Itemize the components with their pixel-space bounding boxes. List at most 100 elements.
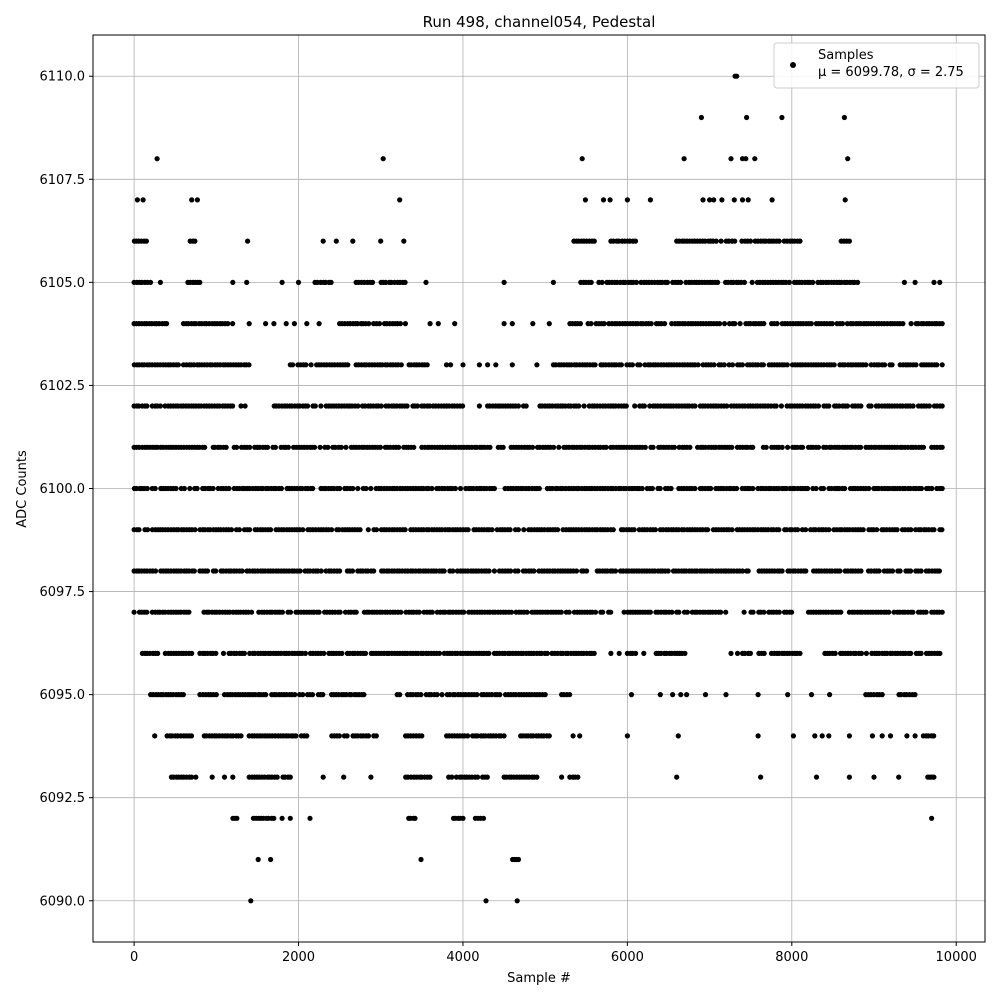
data-point (476, 403, 482, 409)
data-point (489, 527, 495, 533)
data-point (509, 362, 515, 368)
data-point (333, 238, 339, 244)
data-point (729, 444, 735, 450)
data-point (908, 650, 914, 657)
data-point (711, 197, 717, 203)
data-point (632, 238, 639, 244)
data-point (542, 692, 548, 698)
data-point (274, 774, 280, 780)
data-point (732, 238, 738, 244)
data-point (800, 444, 806, 450)
data-point (230, 774, 236, 780)
data-point (737, 321, 743, 327)
data-point (923, 609, 929, 615)
data-point (187, 485, 193, 492)
data-point (567, 692, 573, 698)
data-point (858, 403, 864, 409)
data-point (297, 568, 303, 574)
data-point (285, 444, 291, 450)
data-point (901, 279, 908, 285)
data-point (846, 733, 853, 739)
data-point (279, 279, 285, 285)
data-point (305, 403, 311, 409)
data-point (874, 527, 880, 533)
data-point (684, 609, 691, 615)
data-point (474, 692, 480, 698)
data-point (577, 733, 583, 739)
data-point (624, 733, 631, 739)
data-point (396, 444, 402, 450)
data-point (338, 444, 344, 450)
data-point (936, 568, 943, 574)
data-point (671, 444, 678, 450)
data-point (147, 279, 154, 285)
data-point (247, 527, 253, 533)
data-point (448, 362, 454, 368)
data-point (536, 485, 542, 492)
data-point (692, 485, 698, 492)
data-point (939, 321, 945, 327)
data-point (761, 650, 767, 657)
data-point (750, 444, 756, 450)
data-point (312, 444, 318, 450)
data-point (418, 856, 424, 863)
data-point (475, 774, 481, 780)
data-point (318, 568, 324, 574)
data-point (402, 527, 408, 533)
data-point (244, 279, 250, 285)
data-point (724, 403, 730, 409)
data-point (376, 321, 383, 327)
data-point (551, 444, 557, 450)
data-point (355, 403, 361, 409)
data-point (508, 609, 514, 615)
data-point (345, 362, 351, 368)
data-point (378, 403, 384, 409)
data-point (341, 774, 347, 780)
data-point (487, 444, 493, 450)
data-point (460, 815, 466, 821)
data-point (245, 238, 251, 244)
data-point (501, 279, 507, 285)
data-point (729, 362, 736, 368)
data-point (715, 279, 721, 285)
data-point (939, 485, 945, 492)
data-point (239, 568, 245, 574)
data-point (145, 527, 151, 533)
data-point (795, 527, 801, 533)
data-point (608, 609, 614, 615)
data-point (912, 692, 918, 698)
data-point (336, 733, 342, 739)
data-point (939, 362, 945, 368)
data-point (621, 609, 627, 615)
data-point (871, 774, 877, 780)
data-point (248, 898, 254, 904)
data-point (349, 568, 356, 574)
data-point (721, 321, 728, 327)
data-point (761, 609, 767, 615)
data-point (377, 444, 383, 450)
data-point (837, 568, 843, 574)
data-point (221, 774, 228, 780)
data-point (779, 114, 785, 121)
data-point (369, 279, 376, 285)
data-point (303, 362, 309, 368)
data-point (741, 279, 748, 285)
data-point (287, 609, 294, 615)
data-point (719, 197, 725, 203)
data-point (271, 815, 277, 821)
data-point (154, 156, 160, 162)
x-axis-label: Sample # (507, 971, 571, 986)
data-point (368, 774, 374, 780)
data-point (429, 485, 435, 492)
data-point (491, 485, 497, 492)
data-point (826, 527, 832, 533)
data-point (579, 156, 585, 162)
data-point (839, 321, 846, 327)
data-point (500, 444, 506, 450)
data-point (204, 568, 211, 574)
data-point (152, 733, 158, 739)
data-point (134, 197, 140, 203)
data-point (879, 692, 885, 698)
data-point (829, 321, 835, 327)
data-point (729, 527, 735, 533)
